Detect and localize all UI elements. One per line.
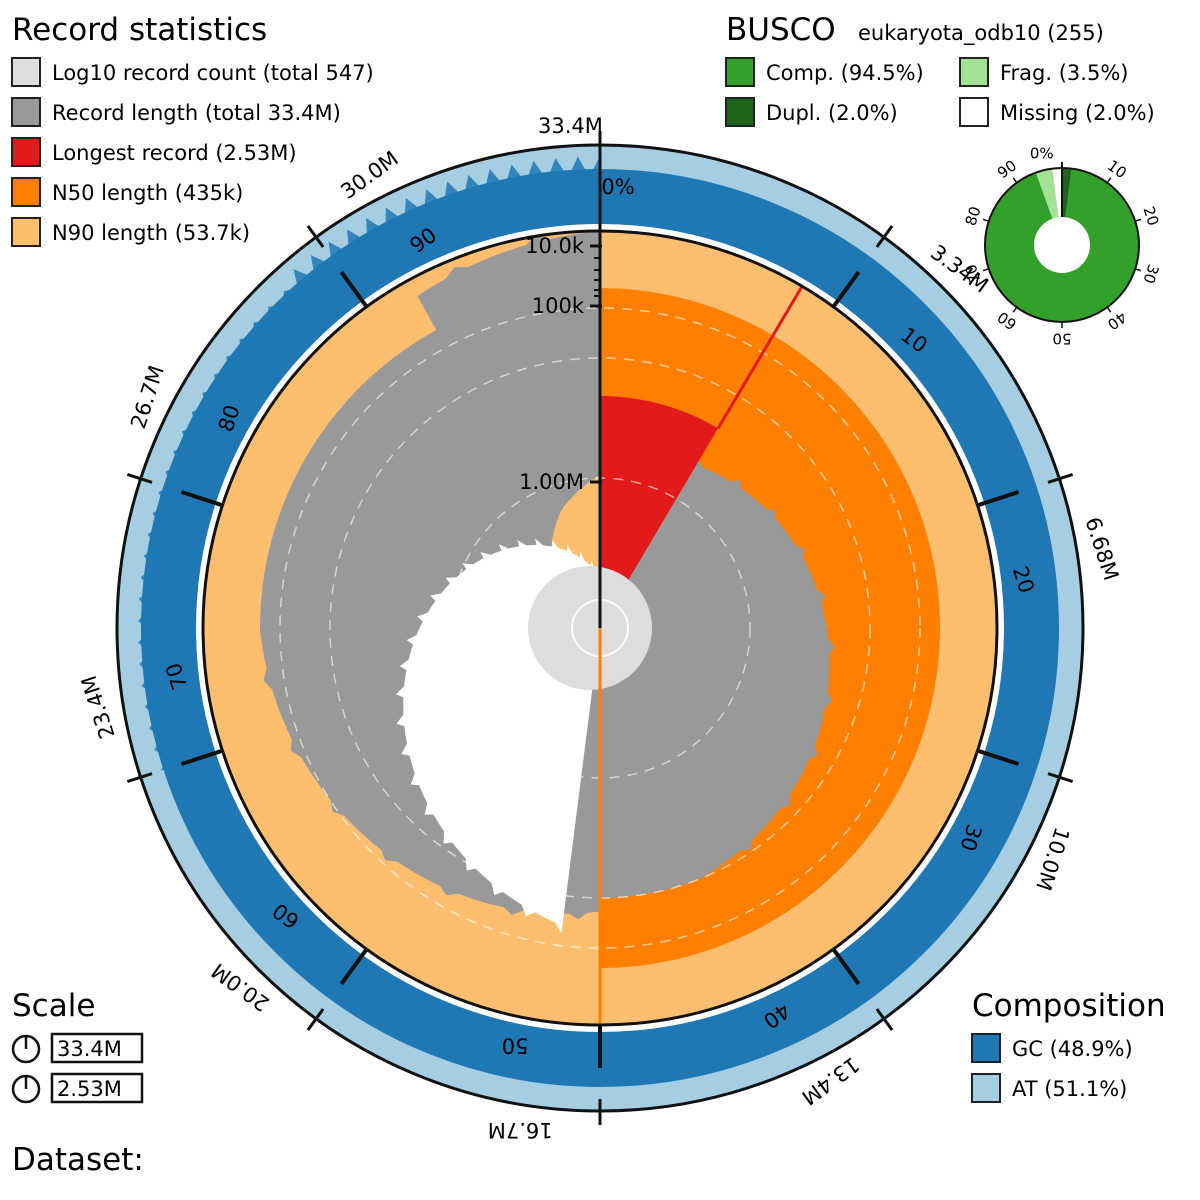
legend-swatch (971, 1073, 1001, 1103)
main-circle: 10.0k100k1.00M0%10203040506070809033.4M3… (77, 114, 1124, 1142)
busco-lineage: eukaryota_odb10 (255) (858, 21, 1104, 46)
busco-tick (1134, 218, 1142, 222)
busco-legend-complete: Comp. (94.5%) (725, 57, 924, 87)
percent-tick (180, 490, 224, 508)
composition-at: AT (51.1%) (971, 1073, 1127, 1103)
length-tick-label: 23.4M (77, 673, 120, 742)
busco-tick (1106, 306, 1112, 313)
legend-label: Comp. (94.5%) (766, 61, 924, 85)
legend-label: Frag. (3.5%) (1000, 61, 1128, 85)
dashed-gridline (279, 307, 921, 949)
longest-record-wedge (600, 396, 719, 628)
legend-label: N90 length (53.7k) (52, 221, 250, 245)
legend-swatch (11, 177, 41, 207)
busco-tick-label: 90 (994, 156, 1020, 182)
percent-tick (831, 948, 861, 986)
scale-box (50, 1032, 144, 1064)
busco-legend-duplicated: Dupl. (2.0%) (725, 97, 898, 127)
legend-swatch (971, 1033, 1001, 1063)
percent-tick-label: 0% (601, 175, 634, 199)
composition-gc: GC (48.9%) (971, 1033, 1133, 1063)
busco-tick (982, 268, 990, 272)
legend-swatch (959, 57, 989, 87)
legend-label: Dupl. (2.0%) (766, 101, 898, 125)
legend-record-length: Record length (total 33.4M) (11, 97, 341, 127)
radial-tick-label: 100k (532, 294, 585, 318)
busco-tick-label: 10 (1104, 156, 1130, 182)
busco-tick (1012, 177, 1018, 184)
radial-tick-label: 1.00M (519, 470, 584, 494)
legend-label: N50 length (435k) (52, 181, 243, 205)
scale-value: 33.4M (57, 1037, 122, 1061)
percent-tick (976, 490, 1020, 508)
percent-tick (831, 270, 861, 308)
log10-count-area (528, 566, 652, 690)
legend-longest-record: Longest record (2.53M) (11, 137, 297, 167)
busco-tick-label: 40 (1104, 308, 1130, 334)
percent-tick (180, 748, 224, 766)
legend-label: Longest record (2.53M) (52, 141, 297, 165)
longest-record-line (716, 285, 804, 430)
percent-tick-label: 50 (502, 1033, 529, 1057)
legend-swatch (11, 97, 41, 127)
length-tick (1047, 772, 1074, 784)
busco-tick-label: 20 (1139, 204, 1162, 228)
length-tick (306, 1008, 325, 1031)
legend-n50: N50 length (435k) (11, 177, 243, 207)
busco-fragmented-slice (1035, 168, 1059, 219)
busco-tick-label: 50 (1052, 330, 1071, 348)
busco-tick-label: 0% (1030, 145, 1054, 163)
busco-duplicated-slice (1062, 168, 1072, 218)
record-stats-title: Record statistics (12, 12, 267, 48)
length-tick-label: 6.68M (1080, 514, 1123, 583)
legend-swatch (11, 217, 41, 247)
composition-title: Composition (972, 988, 1166, 1024)
legend-swatch (11, 57, 41, 87)
length-tick (126, 472, 153, 484)
busco-legend-fragmented: Frag. (3.5%) (959, 57, 1128, 87)
n50-outer-band (600, 335, 940, 968)
busco-tick (982, 218, 990, 222)
length-tick (875, 1008, 894, 1031)
busco-tick (1134, 268, 1142, 272)
busco-tick-label: 80 (962, 204, 985, 228)
legend-label: Missing (2.0%) (1000, 101, 1155, 125)
dataset-label: Dataset: (12, 1142, 144, 1178)
busco-tick-label: 60 (994, 308, 1020, 334)
legend-label: Log10 record count (total 547) (52, 61, 374, 85)
scale-item-total: 33.4M (11, 1032, 144, 1064)
legend-swatch (11, 137, 41, 167)
busco-pie: 0% 10 20 30 40 50 60 70 80 90 (962, 145, 1163, 348)
legend-swatch (725, 57, 755, 87)
legend-label: GC (48.9%) (1012, 1037, 1133, 1061)
radial-tick-label: 10.0k (525, 234, 585, 258)
percent-tick (339, 948, 369, 986)
legend-swatch (959, 97, 989, 127)
busco-tick-label: 70 (962, 262, 985, 286)
scale-title: Scale (12, 988, 95, 1024)
busco-tick-label: 30 (1139, 262, 1162, 286)
length-tick (306, 225, 325, 248)
busco-tick (1012, 306, 1018, 313)
busco-complete-slice (985, 168, 1140, 323)
scale-value: 2.53M (57, 1077, 122, 1101)
legend-label: AT (51.1%) (1012, 1077, 1127, 1101)
busco-title: BUSCO (726, 12, 836, 48)
length-tick-label: 16.7M (488, 1118, 553, 1142)
length-tick-label: 33.4M (538, 114, 603, 138)
percent-tick (339, 270, 369, 308)
length-tick (875, 225, 894, 248)
legend-swatch (725, 97, 755, 127)
scale-box (50, 1072, 144, 1104)
busco-legend-missing: Missing (2.0%) (959, 97, 1155, 127)
legend-label: Record length (total 33.4M) (52, 101, 341, 125)
legend-n90: N90 length (53.7k) (11, 217, 250, 247)
scale-item-longest: 2.53M (11, 1072, 144, 1104)
legend-log10-count: Log10 record count (total 547) (11, 57, 374, 87)
busco-tick (1106, 177, 1112, 184)
length-tick (126, 772, 153, 784)
length-tick (1047, 472, 1074, 484)
percent-tick (976, 748, 1020, 766)
